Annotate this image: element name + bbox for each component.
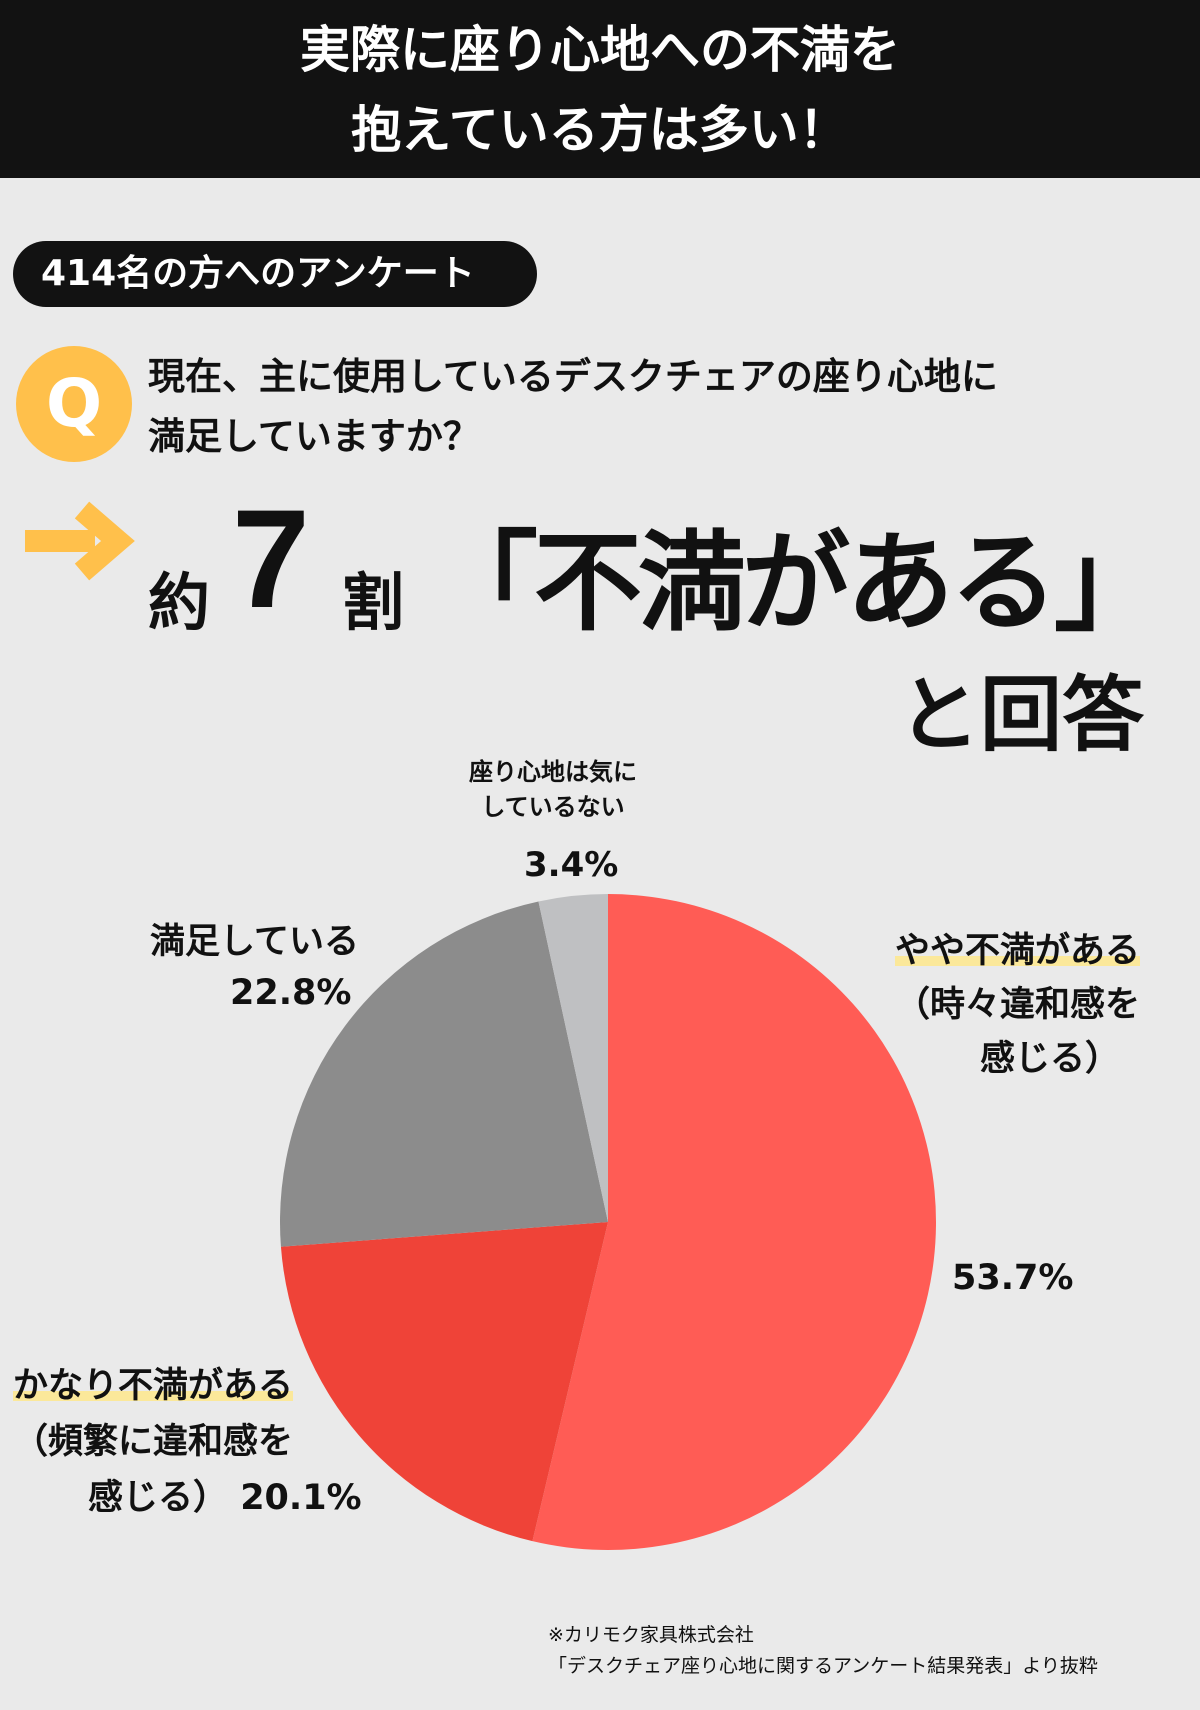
header-line-1: 実際に座り心地への不満を (300, 21, 900, 79)
label-line: 座り心地は気に (469, 758, 637, 786)
label-line: 感じる） (979, 1039, 1120, 1079)
value-somewhat-dissatisfied: 53.7% (952, 1258, 1074, 1298)
value-very-dissatisfied: 20.1% (240, 1478, 362, 1518)
answer-unit: 割 (342, 566, 405, 639)
label-line: かなり不満がある (13, 1366, 294, 1406)
label-somewhat-dissatisfied: やや不満がある （時々違和感を 感じる） (894, 924, 1140, 1086)
answer-quote: 「不満がある」 (430, 521, 1162, 646)
label-line: （時々違和感を (894, 985, 1140, 1025)
pie-slice-0 (532, 894, 936, 1550)
header-line-2: 抱えている方は多い！ (351, 101, 849, 159)
pie-slice-2 (280, 901, 608, 1247)
label-line: やや不満がある (894, 931, 1140, 971)
label-very-dissatisfied: かなり不満がある （頻繁に違和感を 感じる） 20.1% (13, 1358, 362, 1526)
arrow-right-icon (25, 501, 135, 581)
label-not-care: 座り心地は気に しているない (469, 755, 637, 825)
footer-source: ※カリモク家具株式会社 「デスクチェア座り心地に関するアンケート結果発表」より抜… (548, 1620, 1098, 1682)
answer-prefix: 約 (148, 566, 211, 639)
question-line-2: 満足していますか？ (148, 415, 480, 458)
survey-pill: 414名の方へのアンケート (13, 241, 537, 307)
pie-slice-1 (280, 1222, 608, 1542)
header-banner: 実際に座り心地への不満を 抱えている方は多い！ (0, 0, 1200, 178)
value-not-care: 3.4% (524, 845, 619, 885)
label-line: しているない (481, 793, 625, 821)
value-satisfied: 22.8% (230, 973, 352, 1013)
label-line: 感じる） (88, 1478, 229, 1518)
pie-slice-3 (538, 894, 608, 1222)
footer-line-1: ※カリモク家具株式会社 (548, 1624, 754, 1646)
label-line: （頻繁に違和感を (13, 1422, 294, 1462)
footer-line-2: 「デスクチェア座り心地に関するアンケート結果発表」より抜粋 (548, 1655, 1098, 1677)
q-icon: Q (16, 346, 132, 462)
answer-number: 7 (232, 480, 310, 637)
question-line-1: 現在、主に使用しているデスクチェアの座り心地に (148, 355, 998, 398)
label-satisfied: 満足している (150, 922, 359, 962)
answer-suffix: と回答 (897, 668, 1144, 763)
